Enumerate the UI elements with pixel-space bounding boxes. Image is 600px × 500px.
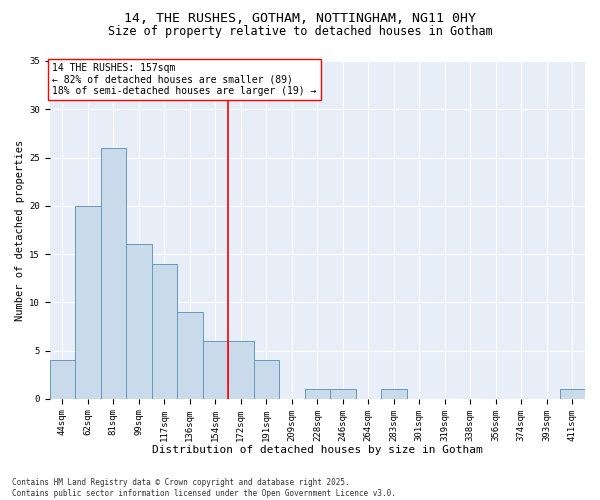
Text: 14, THE RUSHES, GOTHAM, NOTTINGHAM, NG11 0HY: 14, THE RUSHES, GOTHAM, NOTTINGHAM, NG11… bbox=[124, 12, 476, 26]
Text: 14 THE RUSHES: 157sqm
← 82% of detached houses are smaller (89)
18% of semi-deta: 14 THE RUSHES: 157sqm ← 82% of detached … bbox=[52, 62, 317, 96]
Bar bbox=[305, 389, 330, 399]
Bar bbox=[152, 264, 177, 399]
X-axis label: Distribution of detached houses by size in Gotham: Distribution of detached houses by size … bbox=[152, 445, 482, 455]
Bar bbox=[75, 206, 101, 399]
Bar bbox=[330, 389, 356, 399]
Bar bbox=[254, 360, 279, 399]
Bar bbox=[381, 389, 407, 399]
Bar bbox=[101, 148, 126, 399]
Y-axis label: Number of detached properties: Number of detached properties bbox=[15, 140, 25, 320]
Bar bbox=[560, 389, 585, 399]
Bar bbox=[203, 341, 228, 399]
Text: Contains HM Land Registry data © Crown copyright and database right 2025.
Contai: Contains HM Land Registry data © Crown c… bbox=[12, 478, 396, 498]
Bar bbox=[228, 341, 254, 399]
Bar bbox=[126, 244, 152, 399]
Bar bbox=[50, 360, 75, 399]
Text: Size of property relative to detached houses in Gotham: Size of property relative to detached ho… bbox=[107, 25, 493, 38]
Bar bbox=[177, 312, 203, 399]
